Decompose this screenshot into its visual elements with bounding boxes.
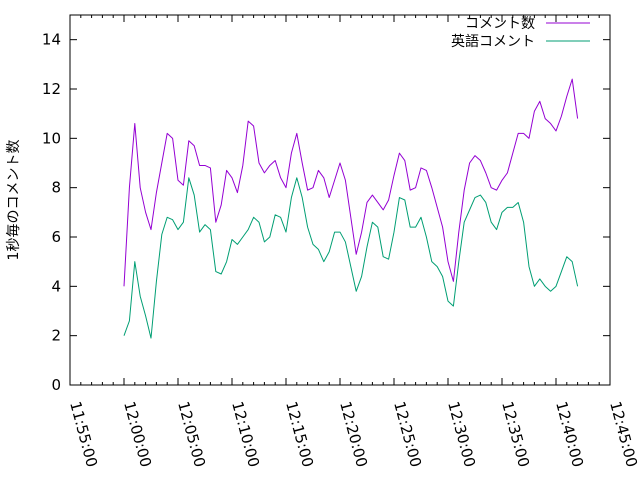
x-tick-label: 12:40:00 — [552, 399, 587, 469]
legend-label-1: コメント数 — [465, 16, 535, 32]
series-line-2 — [123, 177, 579, 339]
x-tick-label: 12:10:00 — [228, 399, 263, 469]
y-tick-label: 6 — [51, 228, 61, 246]
x-tick-label: 12:30:00 — [444, 399, 479, 469]
y-tick-label: 0 — [51, 376, 61, 394]
legend-label-2: 英語コメント — [451, 33, 535, 50]
y-tick-label: 2 — [51, 327, 61, 345]
y-axis-label: 1秒毎のコメント数 — [6, 140, 22, 261]
x-tick-label: 12:25:00 — [390, 399, 425, 469]
x-tick-label: 11:55:00 — [66, 399, 101, 469]
y-axis: 0 2 4 6 8 10 12 14 — [42, 31, 610, 394]
y-tick-label: 14 — [42, 31, 61, 49]
x-tick-label: 12:45:00 — [606, 399, 640, 469]
x-tick-label: 12:15:00 — [282, 399, 317, 469]
series-line-1 — [123, 78, 579, 287]
x-tick-label: 12:20:00 — [336, 399, 371, 469]
y-tick-label: 10 — [42, 129, 61, 147]
plot-frame — [69, 14, 611, 386]
x-tick-label: 12:35:00 — [498, 399, 533, 469]
series-layer — [123, 78, 579, 339]
y-tick-label: 8 — [51, 179, 61, 197]
y-tick-label: 12 — [42, 80, 61, 98]
x-tick-label: 12:05:00 — [174, 399, 209, 469]
y-tick-label: 4 — [51, 277, 61, 295]
x-tick-label: 12:00:00 — [120, 399, 155, 469]
